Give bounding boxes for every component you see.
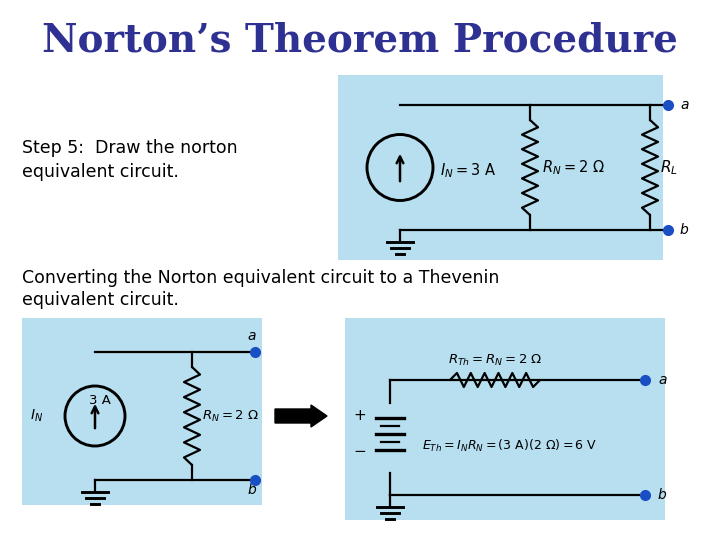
Text: +: + xyxy=(354,408,366,423)
Bar xyxy=(22,318,262,505)
Text: 3 A: 3 A xyxy=(89,394,111,407)
Text: equivalent circuit.: equivalent circuit. xyxy=(22,291,179,309)
Text: $R_N = 2\ \Omega$: $R_N = 2\ \Omega$ xyxy=(202,408,259,423)
Text: b: b xyxy=(680,223,689,237)
Text: Norton’s Theorem Procedure: Norton’s Theorem Procedure xyxy=(42,21,678,59)
Text: $I_N$: $I_N$ xyxy=(30,408,44,424)
Bar xyxy=(345,318,665,520)
Text: $R_{Th} = R_N = 2\ \Omega$: $R_{Th} = R_N = 2\ \Omega$ xyxy=(448,353,542,368)
Text: a: a xyxy=(658,373,667,387)
Text: $E_{Th} = I_N R_N = (3\ \mathrm{A})(2\ \Omega) = 6\ \mathrm{V}$: $E_{Th} = I_N R_N = (3\ \mathrm{A})(2\ \… xyxy=(422,437,598,454)
Text: −: − xyxy=(354,444,366,459)
Text: b: b xyxy=(658,488,667,502)
Text: equivalent circuit.: equivalent circuit. xyxy=(22,163,179,181)
Text: b: b xyxy=(248,483,256,497)
Text: a: a xyxy=(680,98,688,112)
Text: $R_N = 2\ \Omega$: $R_N = 2\ \Omega$ xyxy=(542,158,605,177)
Text: Step 5:  Draw the norton: Step 5: Draw the norton xyxy=(22,139,238,157)
Text: Converting the Norton equivalent circuit to a Thevenin: Converting the Norton equivalent circuit… xyxy=(22,269,500,287)
FancyArrow shape xyxy=(275,405,327,427)
Text: $R_L$: $R_L$ xyxy=(660,158,678,177)
Bar xyxy=(338,75,663,260)
Text: $I_N = 3\ \mathrm{A}$: $I_N = 3\ \mathrm{A}$ xyxy=(440,161,496,180)
Text: a: a xyxy=(248,329,256,343)
